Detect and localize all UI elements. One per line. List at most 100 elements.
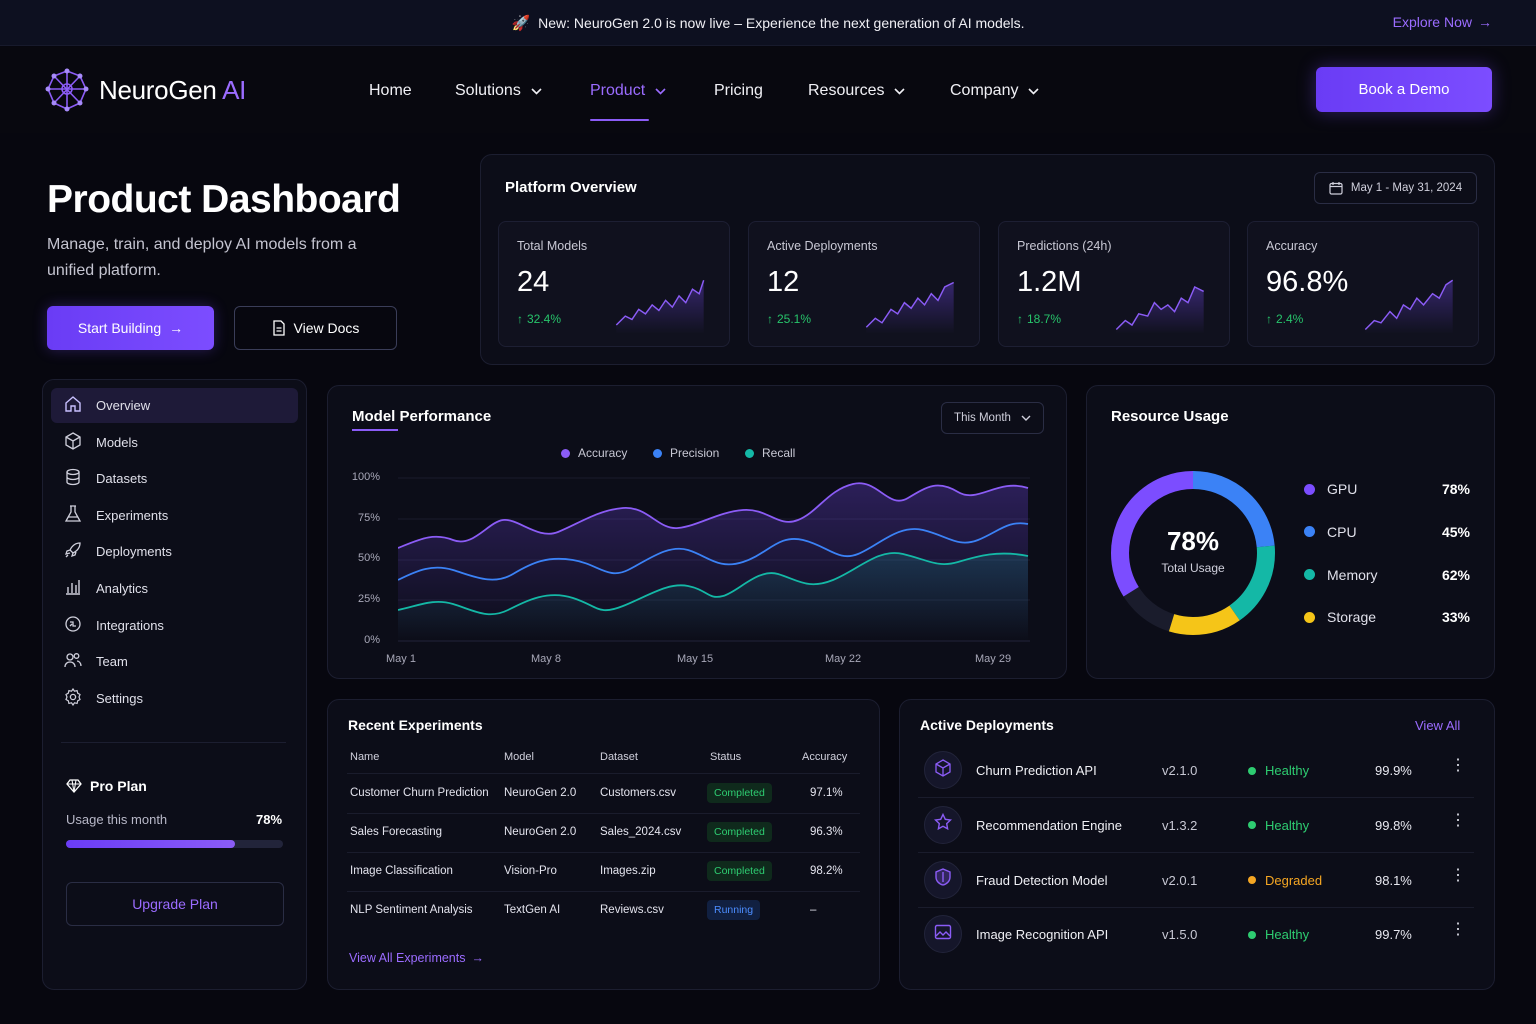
view-all-experiments-link[interactable]: View All Experiments → — [349, 951, 484, 965]
model-performance-title: Model Performance — [352, 408, 492, 425]
sidebar-item-label: Settings — [96, 690, 143, 706]
sparkline-chart — [615, 280, 705, 334]
cell-name: NLP Sentiment Analysis — [350, 904, 473, 916]
sidebar-item-analytics[interactable]: Analytics — [51, 571, 298, 606]
legend-label: Precision — [670, 446, 720, 460]
nav-item-company[interactable]: Company — [950, 82, 1040, 100]
stat-value: 12 — [767, 266, 800, 298]
brand-logo[interactable]: NeuroGen AI — [45, 68, 246, 112]
view-docs-button[interactable]: View Docs — [234, 306, 397, 350]
nav-item-resources[interactable]: Resources — [808, 82, 906, 100]
stat-label: Total Models — [517, 239, 588, 253]
legend-dot — [561, 448, 570, 458]
legend-item-accuracy: Accuracy — [561, 446, 627, 460]
row-divider — [347, 813, 860, 814]
cell-name: Image Classification — [350, 865, 453, 877]
more-options-icon[interactable]: ⋮ — [1450, 811, 1466, 829]
top-navbar — [0, 47, 1536, 133]
active-deployments-title: Active Deployments — [920, 717, 1054, 733]
resource-name: Storage — [1327, 609, 1377, 626]
more-options-icon[interactable]: ⋮ — [1450, 866, 1466, 884]
legend-item-recall: Recall — [745, 446, 795, 460]
status-badge: Completed — [707, 822, 772, 842]
book-demo-button[interactable]: Book a Demo — [1316, 67, 1492, 112]
stat-change: ↑ 32.4% — [517, 312, 561, 326]
nav-item-label: Product — [590, 82, 646, 99]
deployment-status: Healthy — [1248, 763, 1309, 778]
title-underline — [352, 429, 398, 431]
date-range-label: May 1 - May 31, 2024 — [1350, 182, 1463, 194]
sidebar-item-integrations[interactable]: Integrations — [51, 608, 298, 643]
row-divider — [918, 851, 1474, 853]
nav-item-label: Company — [950, 82, 1019, 99]
donut-segment-memory — [1111, 471, 1275, 635]
nav-item-pricing[interactable]: Pricing — [714, 82, 763, 100]
stat-change-value: 25.1% — [777, 312, 812, 326]
sidebar-item-team[interactable]: Team — [51, 644, 298, 679]
start-building-button[interactable]: Start Building → — [47, 306, 214, 350]
nav-item-solutions[interactable]: Solutions — [455, 82, 542, 100]
deployment-version: v2.1.0 — [1162, 763, 1198, 778]
period-dropdown[interactable]: This Month — [941, 402, 1044, 434]
arrow-right-icon: → — [169, 320, 184, 336]
cell-model: TextGen AI — [504, 904, 561, 916]
page-title: Product Dashboard — [47, 178, 401, 221]
sidebar-item-label: Integrations — [96, 617, 164, 633]
y-tick-label: 25% — [357, 593, 380, 606]
deployment-name: Recommendation Engine — [976, 817, 1122, 833]
deployment-icon-wrap — [924, 751, 962, 789]
y-tick-label: 50% — [357, 552, 380, 565]
chevron-down-icon — [1021, 415, 1031, 421]
x-tick-label: May 15 — [677, 653, 714, 665]
column-header-status: Status — [710, 751, 742, 763]
more-options-icon[interactable]: ⋮ — [1450, 921, 1466, 939]
announcement-banner: 🚀 New: NeuroGen 2.0 is now live – Experi… — [0, 0, 1536, 46]
team-icon — [64, 651, 82, 672]
sidebar-item-models[interactable]: Models — [51, 425, 298, 460]
legend-dot — [1304, 483, 1315, 495]
sidebar-item-overview[interactable]: Overview — [51, 388, 298, 423]
view-all-deployments-link[interactable]: View All — [1415, 718, 1461, 733]
sidebar-item-experiments[interactable]: Experiments — [51, 498, 298, 533]
nav-item-product[interactable]: Product — [590, 82, 666, 100]
cell-model: NeuroGen 2.0 — [504, 826, 577, 838]
explore-now-link[interactable]: Explore Now → — [1393, 14, 1492, 30]
nav-item-home[interactable]: Home — [369, 82, 412, 100]
home-icon — [64, 395, 82, 416]
sidebar-item-datasets[interactable]: Datasets — [51, 461, 298, 496]
gear-icon — [64, 687, 82, 709]
arrow-up-icon: ↑ — [1266, 312, 1272, 326]
cell-dataset: Images.zip — [600, 865, 656, 877]
deployment-status: Degraded — [1248, 873, 1322, 888]
legend-dot — [1304, 526, 1315, 538]
resource-value: 78% — [1441, 481, 1470, 497]
sidebar-item-label: Datasets — [96, 471, 148, 487]
accuracy-line — [398, 482, 1029, 549]
resource-name: Memory — [1327, 566, 1378, 583]
y-tick-label: 0% — [364, 633, 380, 646]
donut-total-value: 78% — [1166, 526, 1220, 556]
sidebar-item-deployments[interactable]: Deployments — [51, 534, 298, 569]
chevron-down-icon — [1028, 82, 1040, 100]
status-dot — [1248, 766, 1256, 775]
donut-segment-cpu — [1111, 471, 1275, 635]
sidebar-item-label: Deployments — [96, 544, 172, 560]
sidebar-item-label: Team — [96, 654, 128, 670]
cube-icon — [934, 758, 952, 782]
deployment-icon-wrap — [924, 805, 962, 844]
deployment-version: v1.5.0 — [1162, 927, 1198, 943]
sidebar-divider — [61, 742, 286, 743]
nav-item-label: Resources — [808, 82, 885, 99]
deployment-icon-wrap — [924, 915, 962, 954]
cell-name: Sales Forecasting — [350, 826, 443, 838]
upgrade-plan-button[interactable]: Upgrade Plan — [66, 882, 284, 926]
chevron-down-icon — [531, 82, 542, 100]
arrow-up-icon: ↑ — [767, 312, 773, 326]
stat-change-value: 2.4% — [1276, 312, 1304, 326]
sidebar-item-settings[interactable]: Settings — [51, 681, 298, 716]
database-icon — [64, 468, 82, 489]
date-range-picker[interactable]: May 1 - May 31, 2024 — [1314, 172, 1477, 204]
status-badge: Completed — [707, 783, 772, 803]
more-options-icon[interactable]: ⋮ — [1450, 757, 1466, 774]
stat-change-value: 18.7% — [1027, 312, 1062, 326]
